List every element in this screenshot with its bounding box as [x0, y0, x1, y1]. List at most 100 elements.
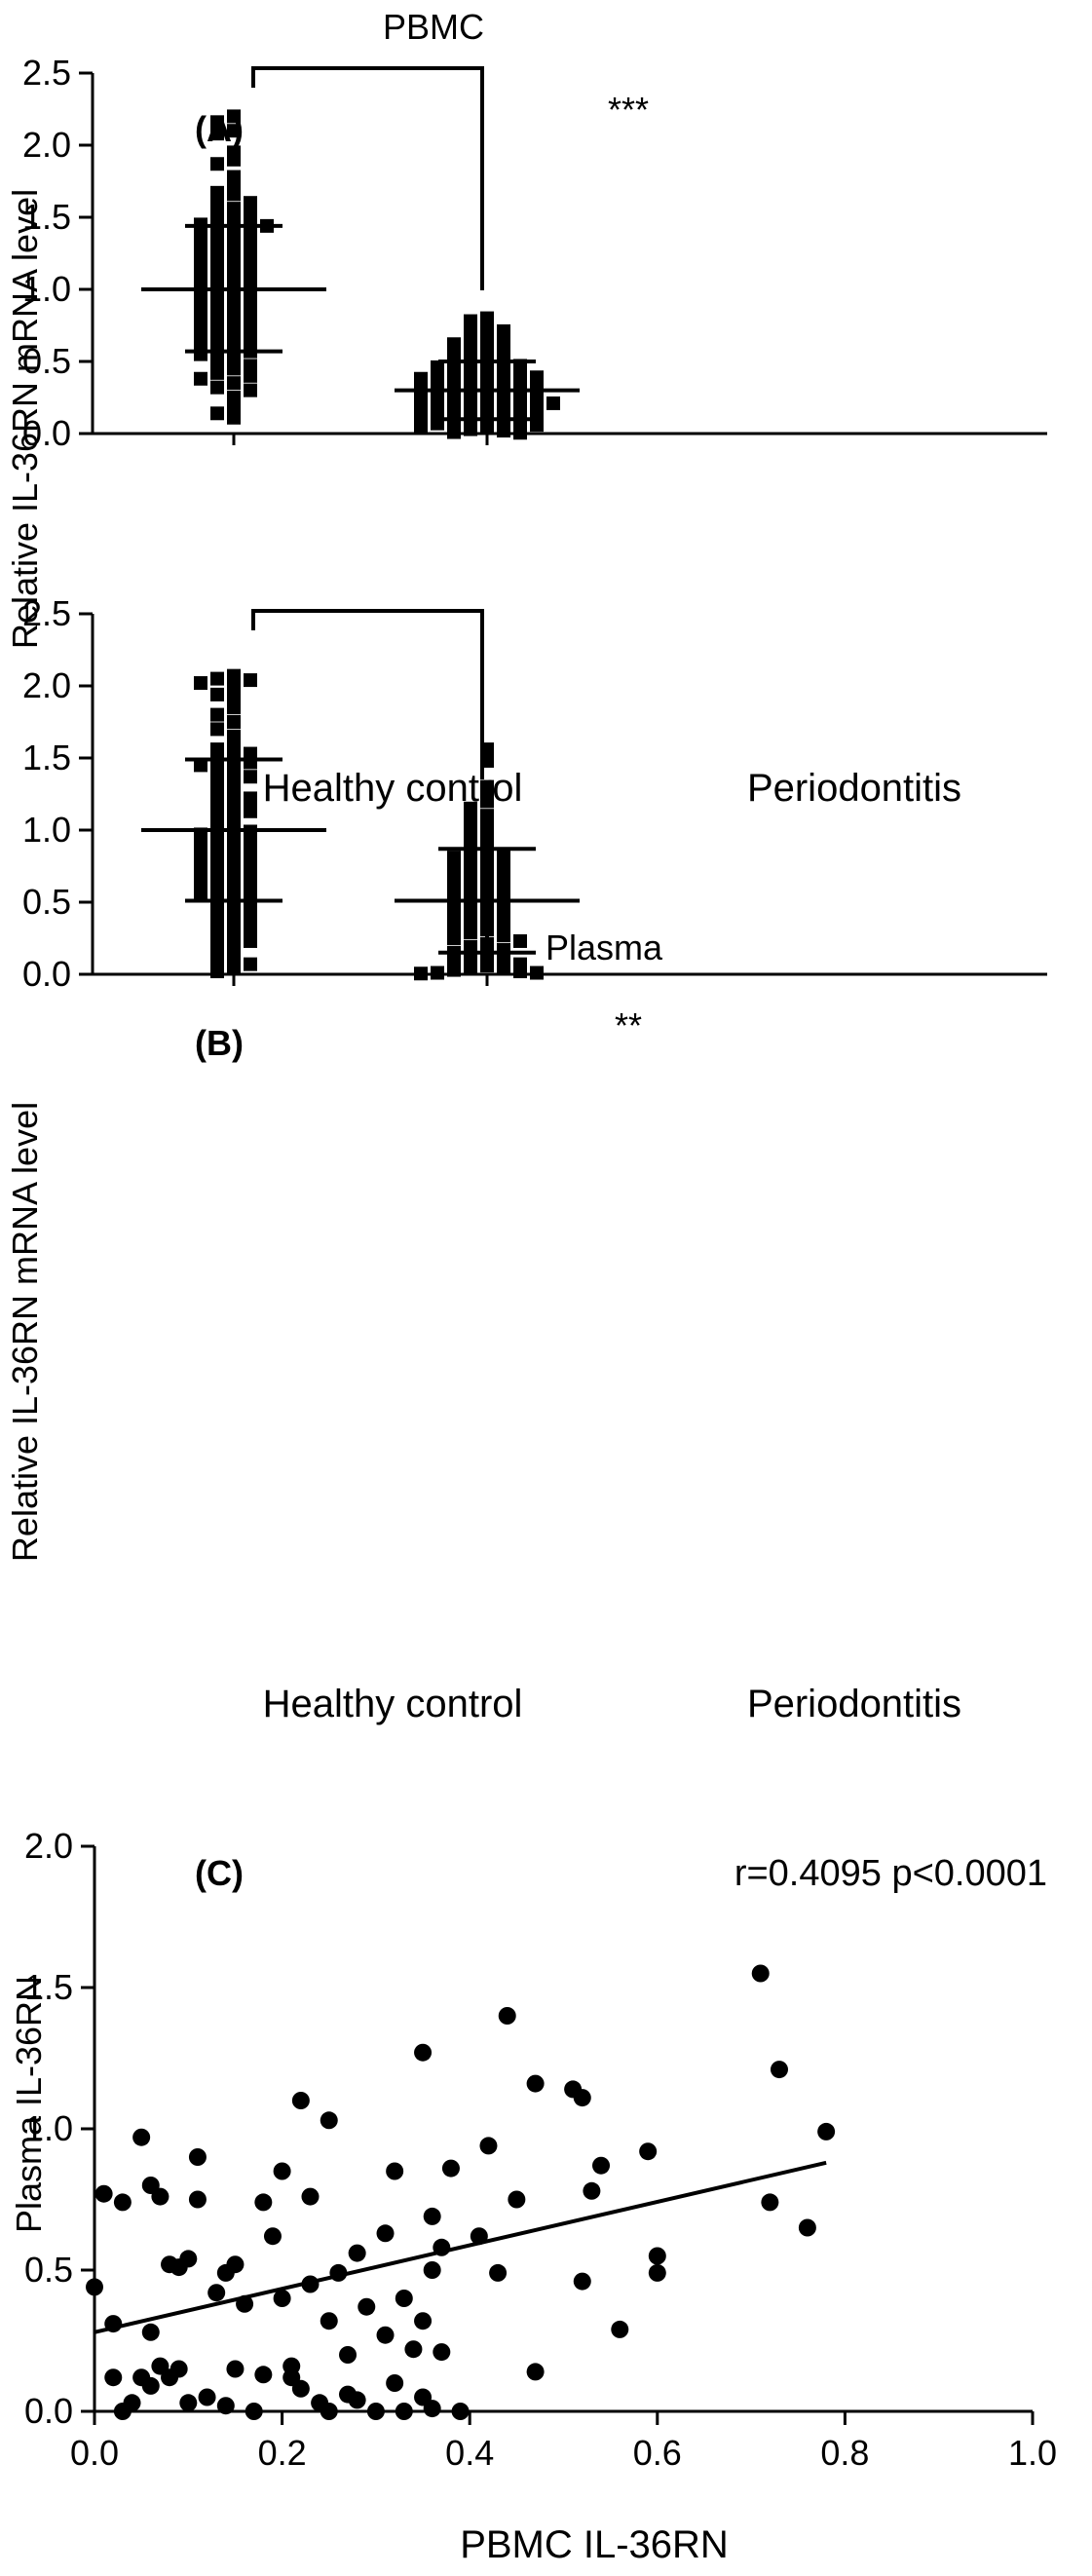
panel-b-data-point-healthy: [210, 903, 224, 918]
panel-c-data-point: [414, 2312, 433, 2330]
panel-b-data-point-healthy: [210, 953, 224, 967]
panel-b-data-point-periodontitis: [530, 966, 544, 980]
panel-b-data-point-healthy: [194, 840, 207, 854]
panel-c-data-point: [254, 2366, 273, 2384]
panel-a-data-point-periodontitis: [464, 398, 477, 413]
panel-c-data-point: [386, 2374, 404, 2392]
panel-c-data-point: [386, 2162, 404, 2180]
panel-b-data-point-periodontitis: [513, 933, 527, 948]
panel-b-data-point-periodontitis: [480, 820, 494, 835]
panel-c-data-point: [226, 2360, 245, 2378]
panel-b-data-point-healthy: [210, 707, 224, 722]
panel-b-data-point-healthy: [227, 668, 241, 683]
panel-b-data-point-periodontitis: [447, 920, 461, 934]
panel-a-data-point-healthy: [244, 239, 257, 253]
panel-b-data-point-healthy: [244, 849, 257, 863]
panel-b-data-point-periodontitis: [497, 848, 510, 862]
panel-c-data-point: [179, 2394, 198, 2412]
panel-a-data-point-healthy: [244, 275, 257, 289]
panel-c-data-point: [526, 2363, 545, 2381]
panel-b-data-point-healthy: [227, 912, 241, 927]
panel-b-data-point-healthy: [227, 715, 241, 729]
panel-a-data-point-healthy: [227, 109, 241, 124]
panel-c-data-point: [291, 2379, 310, 2398]
panel-a-data-point-healthy: [210, 248, 224, 263]
panel-b-data-point-periodontitis: [447, 851, 461, 865]
panel-a-data-point-healthy: [194, 242, 207, 256]
panel-a-data-point-healthy: [210, 355, 224, 368]
panel-a-data-point-healthy: [227, 376, 241, 391]
panel-a-data-point-periodontitis: [513, 403, 527, 418]
panel-c-data-point: [161, 2255, 179, 2274]
panel-a-data-point-healthy: [244, 251, 257, 266]
panel-c-data-point: [592, 2156, 611, 2175]
panel-b-data-point-healthy: [227, 899, 241, 914]
panel-a-y-tick-label: 0.5: [22, 341, 71, 381]
panel-b-data-point-periodontitis: [447, 908, 461, 923]
panel-a-data-point-healthy: [210, 193, 224, 208]
panel-a-data-point-periodontitis: [497, 364, 510, 379]
panel-a-data-point-healthy: [210, 329, 224, 344]
panel-b-y-tick-label: 1.5: [22, 738, 71, 777]
panel-c-x-tick-label: 0.4: [445, 2433, 494, 2473]
panel-a-data-point-healthy: [244, 321, 257, 335]
panel-b-data-point-healthy: [227, 701, 241, 715]
panel-b-data-point-healthy: [194, 863, 207, 878]
panel-b-data-point-periodontitis: [464, 856, 477, 871]
panel-b-data-point-healthy: [227, 681, 241, 696]
panel-a-data-point-healthy: [210, 115, 224, 130]
panel-b-data-point-healthy: [244, 804, 257, 818]
panel-a-data-point-healthy: [210, 365, 224, 380]
panel-a-data-point-healthy: [210, 157, 224, 171]
panel-b-data-point-healthy: [244, 673, 257, 688]
panel-c-data-point: [376, 2224, 395, 2243]
panel-c-data-point: [761, 2193, 779, 2212]
panel-b-data-point-periodontitis: [464, 926, 477, 940]
panel-a-data-point-periodontitis: [431, 392, 444, 406]
panel-b-data-point-periodontitis: [447, 963, 461, 977]
panel-a-data-point-healthy: [210, 295, 224, 310]
panel-b-title: Plasma: [546, 928, 663, 967]
panel-c-data-point: [207, 2284, 226, 2302]
panel-a-data-point-periodontitis: [480, 340, 494, 355]
panel-c-correlation: (C) r=0.4095 p<0.0001 Plasma IL-36RN PBM…: [9, 1826, 1057, 2566]
panel-c-data-point: [273, 2162, 291, 2180]
panel-c-data-point: [263, 2227, 282, 2246]
panel-b-y-tick-label: 0.0: [22, 954, 71, 994]
panel-a-data-point-healthy: [227, 410, 241, 425]
panel-a-data-point-healthy: [210, 127, 224, 141]
panel-b-data-point-periodontitis: [464, 939, 477, 954]
panel-c-data-point: [245, 2403, 263, 2420]
panel-b-data-point-healthy: [210, 881, 224, 895]
panel-a-data-point-periodontitis: [546, 396, 560, 410]
panel-a-data-point-periodontitis: [530, 418, 544, 433]
panel-c-data-point: [404, 2340, 423, 2359]
panel-a-pbmc: PBMC (A) *** Relative IL-36RN mRNA level…: [5, 7, 1047, 810]
panel-c-x-tick-label: 1.0: [1008, 2433, 1057, 2473]
panel-b-data-point-healthy: [210, 800, 224, 814]
panel-a-title: PBMC: [383, 7, 484, 47]
panel-b-data-point-periodontitis: [497, 928, 510, 943]
panel-b-data-point-periodontitis: [447, 885, 461, 899]
panel-b-data-point-healthy: [210, 857, 224, 872]
panel-b-data-point-periodontitis: [513, 965, 527, 979]
panel-c-data-point: [648, 2247, 666, 2265]
panel-b-data-point-healthy: [244, 957, 257, 971]
panel-a-data-point-periodontitis: [414, 419, 428, 434]
panel-c-data-point: [433, 2343, 451, 2362]
panel-a-data-point-healthy: [210, 319, 224, 332]
panel-a-data-point-periodontitis: [447, 389, 461, 403]
panel-a-data-point-periodontitis: [447, 365, 461, 380]
panel-a-data-point-periodontitis: [431, 368, 444, 383]
panel-a-data-point-healthy: [210, 272, 224, 286]
panel-c-y-tick-label: 2.0: [24, 1826, 73, 1866]
panel-b-data-point-healthy: [244, 770, 257, 784]
panel-b-y-tick-label: 0.5: [22, 882, 71, 922]
panel-b-data-point-healthy: [244, 837, 257, 852]
panel-a-data-point-periodontitis: [480, 421, 494, 436]
panel-c-data-point: [132, 2368, 151, 2387]
panel-c-data-point: [104, 2368, 123, 2387]
panel-c-data-point: [508, 2190, 526, 2209]
panel-a-y-tick-label: 2.5: [22, 53, 71, 93]
panel-c-data-point: [366, 2403, 385, 2420]
